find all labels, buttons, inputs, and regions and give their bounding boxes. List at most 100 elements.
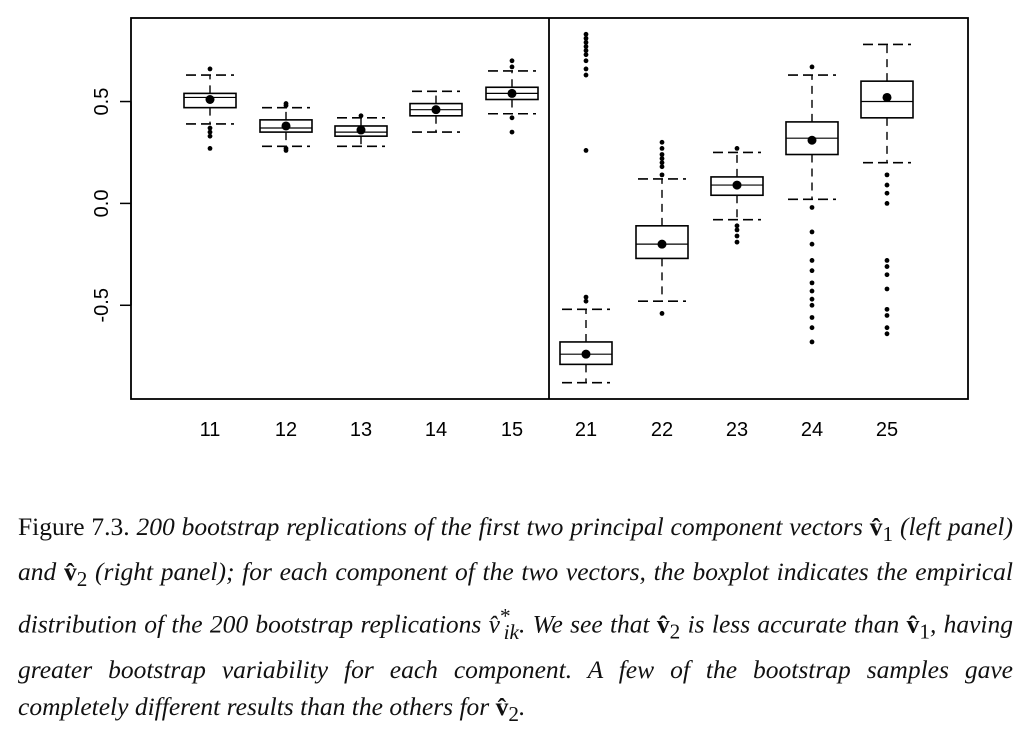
- outlier-point: [884, 182, 890, 188]
- outlier-point: [583, 44, 589, 49]
- box-25: [860, 43, 914, 337]
- x-tick-label: 15: [501, 419, 523, 441]
- outlier-point: [884, 190, 890, 196]
- x-tick-label: 25: [876, 419, 898, 441]
- boxplot-figure: 0.5 0.0 -0.5 11 12 13 14 15 21 22 23 24 25: [91, 17, 969, 441]
- outlier-point: [659, 156, 665, 161]
- outlier-point: [884, 313, 890, 318]
- outlier-point: [583, 40, 589, 45]
- outlier-point: [659, 145, 665, 151]
- mean-point: [581, 349, 591, 359]
- caption-text: (left panel) and: [18, 512, 1014, 587]
- x-tick-label: 14: [425, 419, 447, 441]
- x-tick-label: 22: [651, 419, 673, 441]
- x-tick-label: 24: [801, 419, 823, 441]
- outlier-point: [583, 31, 589, 37]
- caption-text: . We see that: [518, 609, 657, 639]
- outlier-point: [809, 315, 815, 320]
- x-tick-label: 11: [200, 419, 221, 441]
- outlier-point: [809, 302, 815, 308]
- outlier-point: [884, 172, 890, 178]
- outlier-point: [809, 339, 815, 345]
- y-tick-label: -0.5: [91, 288, 113, 322]
- outlier-point: [809, 205, 815, 210]
- outlier-point: [207, 129, 213, 135]
- vector-v1: v̂: [906, 609, 920, 639]
- box-22: [635, 139, 689, 316]
- mean-point: [281, 121, 291, 131]
- outlier-point: [734, 223, 740, 229]
- outlier-point: [884, 272, 890, 278]
- mean-point: [882, 92, 892, 102]
- outlier-point: [358, 113, 364, 119]
- y-axis: 0.5 0.0 -0.5: [91, 88, 132, 323]
- outlier-point: [884, 201, 890, 206]
- outlier-point: [659, 139, 665, 145]
- outlier-point: [207, 145, 213, 151]
- mean-point: [657, 239, 667, 249]
- outlier-point: [659, 160, 665, 166]
- outlier-point: [734, 145, 740, 151]
- outlier-point: [809, 64, 815, 70]
- mean-point: [807, 135, 817, 145]
- caption-text: .: [518, 691, 526, 721]
- box-24: [785, 64, 839, 345]
- outlier-point: [583, 48, 589, 53]
- outlier-point: [809, 296, 815, 302]
- box-21: [559, 31, 613, 384]
- mean-point: [431, 105, 441, 115]
- box-23: [710, 145, 764, 245]
- mean-point: [507, 88, 517, 98]
- caption-text: is less accurate than: [680, 609, 907, 639]
- outlier-point: [809, 258, 815, 263]
- outlier-point: [509, 64, 515, 70]
- outlier-point: [659, 164, 665, 170]
- outlier-point: [734, 233, 740, 239]
- outlier-point: [583, 298, 589, 304]
- symbol-v-ik-superscript: *: [499, 604, 511, 629]
- outlier-point: [809, 325, 815, 331]
- mean-point: [732, 180, 742, 190]
- y-tick-label: 0.0: [91, 190, 113, 218]
- outlier-point: [734, 227, 740, 233]
- x-tick-label: 12: [275, 419, 297, 441]
- outlier-point: [884, 286, 890, 292]
- outlier-point: [884, 258, 890, 263]
- box-12: [259, 101, 313, 153]
- outlier-point: [583, 35, 589, 41]
- figure-caption: Figure 7.3. 200 bootstrap replications o…: [18, 508, 1013, 733]
- mean-point: [356, 125, 366, 135]
- y-tick-label: 0.5: [91, 88, 113, 116]
- outlier-point: [583, 148, 589, 153]
- outlier-point: [809, 241, 815, 247]
- caption-text: , having greater bootstrap variability f…: [18, 609, 1014, 721]
- vector-v1: v̂: [869, 512, 883, 541]
- box-11: [183, 66, 237, 151]
- outlier-point: [884, 264, 890, 269]
- vector-v2-subscript: 2: [76, 567, 88, 592]
- outlier-point: [207, 125, 213, 131]
- outlier-point: [583, 294, 589, 300]
- vector-v2: v̂: [656, 609, 670, 639]
- outlier-point: [509, 115, 515, 121]
- box-15: [485, 58, 539, 135]
- outlier-point: [884, 331, 890, 337]
- vector-v1-subscript: 1: [882, 522, 894, 547]
- vector-v2: v̂: [63, 557, 77, 587]
- box-13: [334, 113, 388, 148]
- outlier-point: [659, 311, 665, 316]
- x-axis: 11 12 13 14 15 21 22 23 24 25: [200, 419, 899, 441]
- outlier-point: [207, 133, 213, 139]
- boxplot-series: [183, 31, 914, 384]
- mean-point: [205, 94, 215, 104]
- caption-text: (right panel); for each component of the…: [18, 557, 1013, 639]
- outlier-point: [884, 325, 890, 331]
- outlier-point: [509, 58, 515, 64]
- vector-v2: v̂: [495, 691, 509, 721]
- outlier-point: [509, 129, 515, 135]
- outlier-point: [809, 229, 815, 235]
- outlier-point: [809, 268, 815, 274]
- box-14: [409, 90, 463, 133]
- outlier-point: [884, 306, 890, 312]
- outlier-point: [207, 66, 213, 72]
